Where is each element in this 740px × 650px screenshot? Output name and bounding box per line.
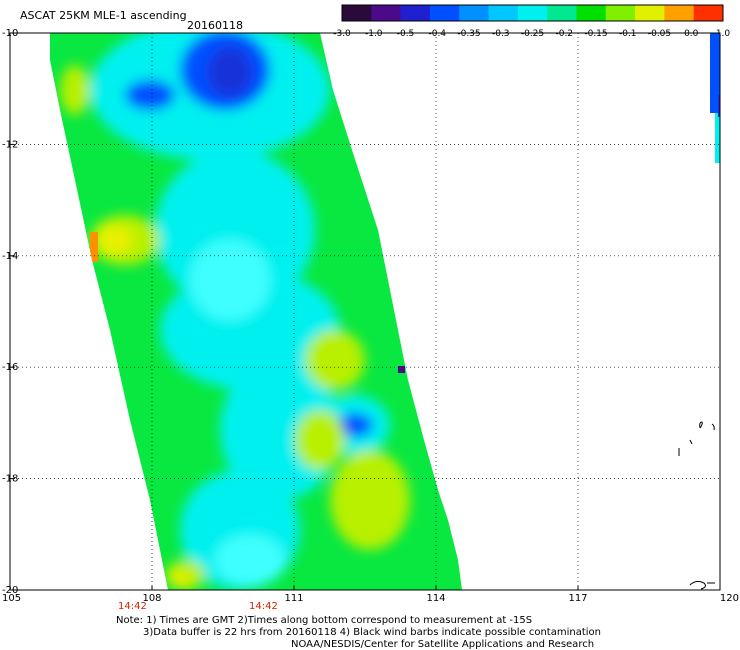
longitude-label: 117 [568, 593, 587, 604]
colorbar-swatch [635, 5, 665, 21]
map-title: ASCAT 25KM MLE-1 ascending [20, 9, 187, 22]
colorbar [341, 4, 724, 22]
colorbar-label: -0.15 [584, 29, 607, 39]
longitude-label: 105 [2, 593, 21, 604]
colorbar-label: -0.3 [492, 29, 510, 39]
colorbar-swatch [517, 5, 548, 21]
colorbar-label: -0.5 [397, 29, 415, 39]
note-line-2: 3)Data buffer is 22 hrs from 20160118 4)… [143, 627, 601, 638]
colorbar-swatch [576, 5, 607, 21]
colorbar-swatch [488, 5, 519, 21]
colorbar-label: -3.0 [333, 29, 351, 39]
map-frame [9, 32, 721, 591]
data-swath [50, 33, 720, 590]
colorbar-swatch [459, 5, 490, 21]
colorbar-swatch [429, 5, 460, 21]
colorbar-frame [341, 4, 724, 22]
colorbar-label: -0.4 [428, 29, 446, 39]
colorbar-swatch [547, 5, 577, 21]
colorbar-label: 0.0 [684, 29, 699, 39]
longitude-label: 111 [284, 593, 303, 604]
colorbar-label: -0.05 [648, 29, 671, 39]
latitude-labels: -10-12-14-16-18-20 [2, 28, 18, 596]
coastline [678, 421, 715, 590]
colorbar-label: -0.1 [619, 29, 637, 39]
colorbar-label: 1.0 [716, 29, 731, 39]
lat-lon-grid [10, 33, 720, 590]
longitude-labels: 105 108 111 114 117 120 [2, 586, 739, 604]
colorbar-swatch [342, 5, 372, 21]
longitude-label: 120 [720, 593, 739, 604]
colorbar-swatch [693, 5, 724, 21]
longitude-label: 114 [426, 593, 445, 604]
pass-time-1: 14:42 [118, 601, 147, 612]
colorbar-labels: -3.0 -1.0 -0.5 -0.4 -0.35 -0.3 -0.25 -0.2 -0.15 -… [333, 29, 730, 39]
colorbar-label: -0.2 [555, 29, 573, 39]
longitude-label: 108 [142, 593, 161, 604]
note-line-3: NOAA/NESDIS/Center for Satellite Applica… [291, 639, 594, 650]
colorbar-label: -0.25 [521, 29, 544, 39]
pass-time-2: 14:42 [249, 601, 278, 612]
colorbar-swatch [371, 5, 402, 21]
colorbar-label: -1.0 [365, 29, 383, 39]
colorbar-swatch [400, 5, 431, 21]
map-date: 20160118 [187, 19, 243, 32]
colorbar-swatch [605, 5, 636, 21]
note-line-1: Note: 1) Times are GMT 2)Times along bot… [116, 615, 532, 626]
colorbar-swatch [664, 5, 695, 21]
colorbar-label: -0.35 [457, 29, 480, 39]
